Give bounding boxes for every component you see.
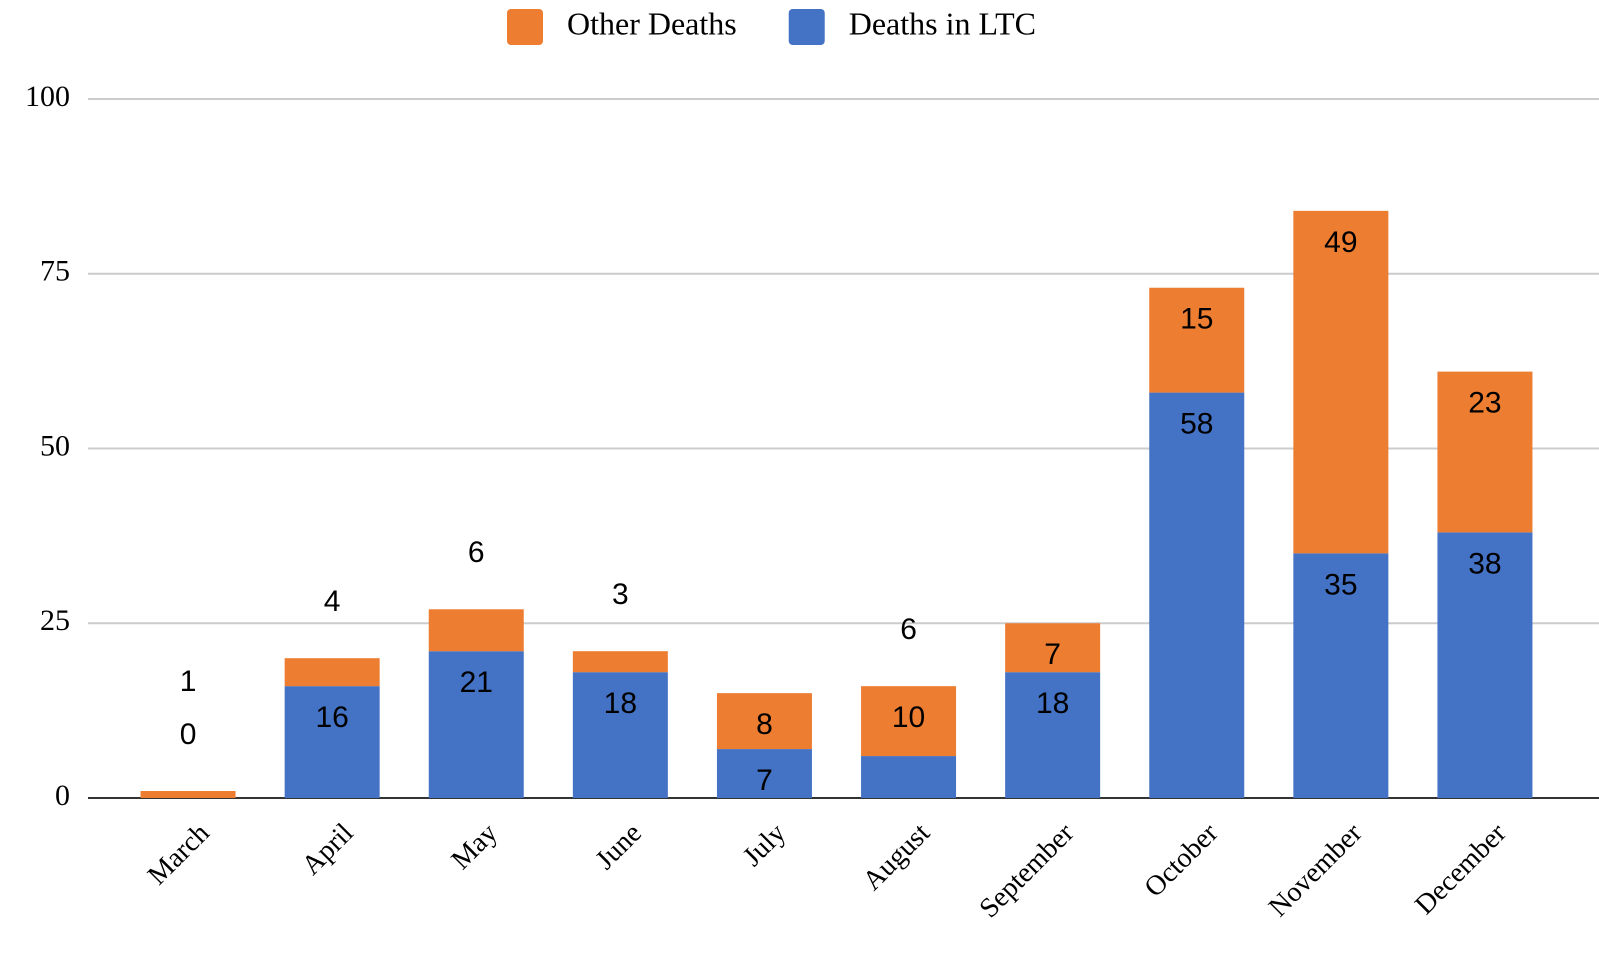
bar-segment [861,756,957,798]
bar-segment [428,651,524,798]
data-label: 3 [612,578,629,611]
bar-segment [140,791,236,798]
x-tick-label: May [446,818,504,876]
data-label: 23 [1468,387,1501,420]
y-tick-label: 0 [55,779,70,812]
data-label: 7 [756,764,773,797]
data-label: 18 [1036,687,1069,720]
data-label: 49 [1324,226,1357,259]
data-label: 0 [180,718,197,751]
x-tick-label: October [1139,817,1225,903]
data-label: 15 [1180,303,1213,336]
bar-segment [572,651,668,673]
data-label: 58 [1180,408,1213,441]
bar-segment [1437,532,1533,798]
data-label: 1 [180,665,197,698]
data-label: 21 [460,666,493,699]
data-label: 38 [1468,547,1501,580]
y-tick-label: 25 [40,604,70,637]
data-label: 6 [468,536,485,569]
y-tick-label: 50 [40,429,70,462]
legend-swatch [788,9,825,45]
x-tick-label: August [857,817,936,896]
x-tick-label: July [737,818,792,873]
data-label: 8 [756,708,773,741]
bar-segment [716,749,812,798]
bar-segment [1005,672,1101,798]
x-tick-label: November [1263,817,1369,923]
bar-segment [1005,623,1101,673]
data-label: 16 [315,701,348,734]
bar-segment [1293,210,1389,554]
bar-segment [284,658,380,687]
bar-segment [1149,287,1245,393]
x-tick-label: April [296,817,360,881]
data-label: 35 [1324,568,1357,601]
x-tick-label: June [590,818,648,876]
y-tick-label: 100 [25,80,70,113]
x-tick-label: December [1409,817,1513,921]
data-label: 6 [900,613,917,646]
x-tick-label: March [142,818,216,892]
data-label: 4 [324,585,341,618]
bar-segment [428,609,524,652]
data-label: 7 [1044,638,1061,671]
y-tick-label: 75 [40,255,70,288]
bar-segment [716,693,812,750]
bar-segment [1437,371,1533,533]
bar-segment [861,686,957,757]
data-label: 18 [604,687,637,720]
bar-segment [1149,392,1245,798]
legend-swatch [507,9,543,45]
legend-label: Deaths in LTC [849,5,1036,41]
legend-label: Other Deaths [567,5,737,41]
bar-segment [1293,553,1389,798]
bar-segment [284,686,380,798]
x-tick-label: September [974,817,1081,924]
bar-segment [572,672,668,798]
data-label: 10 [892,701,925,734]
